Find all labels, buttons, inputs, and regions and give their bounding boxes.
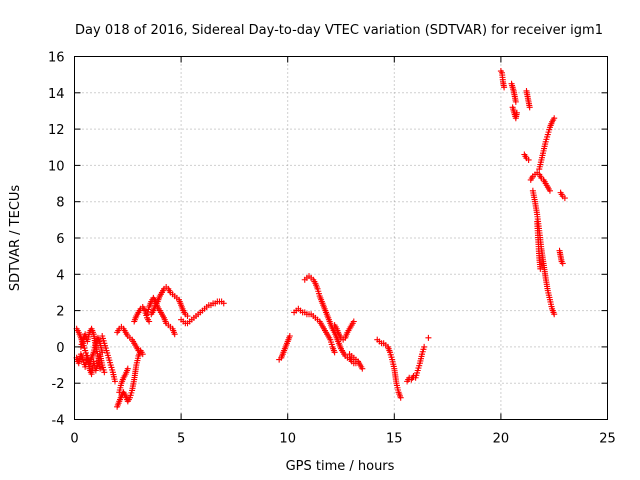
data-point [124,365,131,372]
data-point [135,347,142,354]
data-point [561,195,568,202]
x-tick-label: 25 [599,432,616,447]
data-point [331,349,338,356]
chart-title: Day 018 of 2016, Sidereal Day-to-day VTE… [75,23,603,38]
y-tick-label: 12 [48,123,65,138]
y-tick-label: 4 [56,268,64,283]
y-tick-label: 0 [56,341,64,356]
data-point [146,318,153,325]
y-tick-label: -4 [52,414,65,429]
x-tick-label: 20 [493,432,510,447]
x-tick-label: 0 [70,432,78,447]
axis-ticks: 0 5 10 15 20 25 -4 -2 0 2 4 6 8 10 12 14 16 [48,51,616,447]
data-point [526,104,533,111]
data-point [425,334,432,341]
data-point [286,333,293,340]
data-point [501,84,508,91]
y-tick-label: 6 [56,232,64,247]
data-point [350,318,357,325]
data-point [537,265,544,272]
data-point [184,313,191,320]
data-point [513,109,520,116]
x-tick-label: 15 [386,432,403,447]
data-point [397,394,404,401]
data-point [139,351,146,358]
y-tick-label: 8 [56,196,64,211]
data-point [220,300,227,307]
y-tick-label: -2 [52,377,65,392]
data-point [359,365,366,372]
data-point [112,378,119,385]
data-point [546,187,553,194]
data-points [73,68,568,410]
data-point [559,260,566,267]
plot-frame [74,56,608,420]
data-point [525,156,532,163]
data-point [512,98,519,105]
data-point [551,311,558,318]
y-tick-label: 16 [48,51,65,66]
data-point [101,369,108,376]
y-tick-label: 2 [56,305,64,320]
y-axis-label: SDTVAR / TECUs [8,185,23,292]
grid-lines [74,56,608,420]
y-tick-label: 14 [48,87,65,102]
x-axis-label: GPS time / hours [286,459,395,474]
data-point [421,343,428,350]
x-tick-label: 10 [279,432,296,447]
y-tick-label: 10 [48,159,65,174]
x-tick-label: 5 [177,432,185,447]
data-point [171,331,178,338]
data-point [551,115,558,122]
data-point [97,365,104,372]
